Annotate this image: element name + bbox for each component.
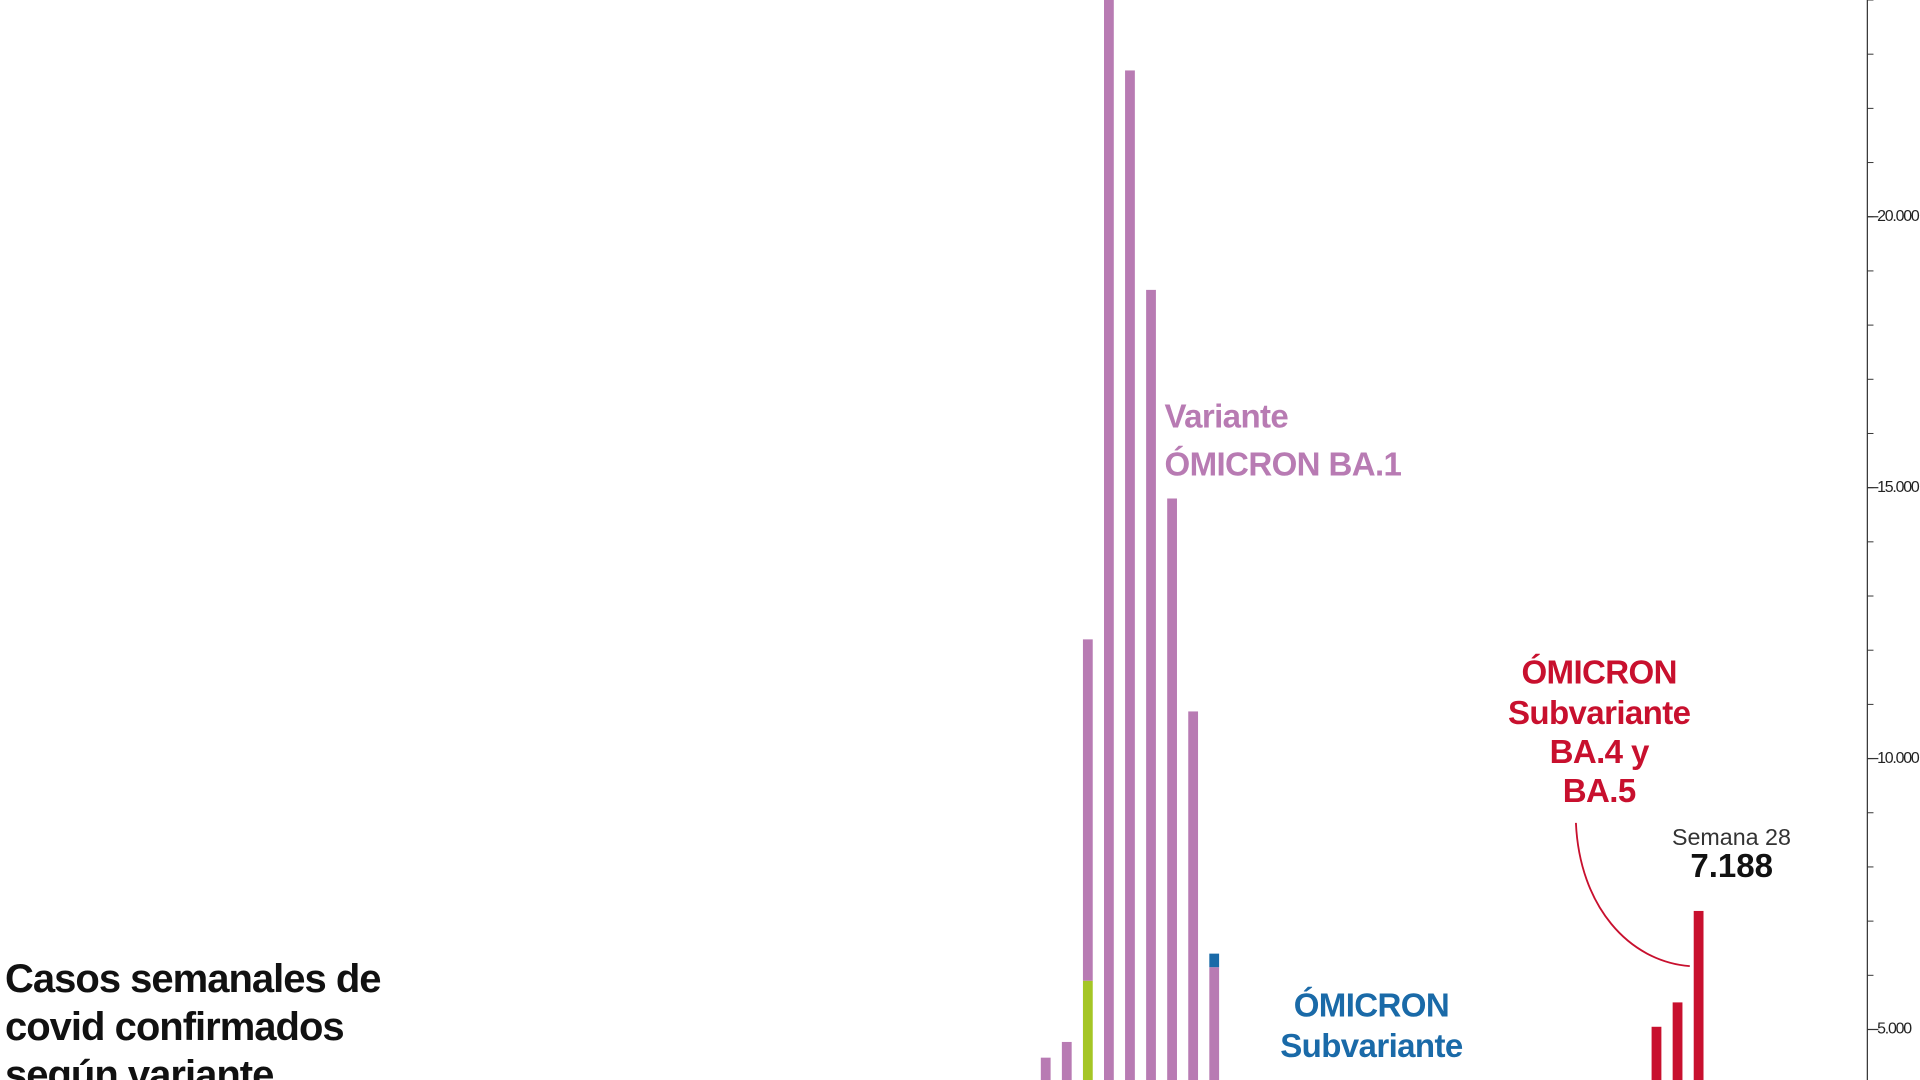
y-tick-label: 5.000 bbox=[1877, 1021, 1912, 1038]
bar-segment bbox=[1104, 0, 1114, 1080]
y-tick-label: 15.000 bbox=[1877, 479, 1920, 496]
bar-segment bbox=[1125, 70, 1135, 1080]
annotation: ÓMICRON bbox=[1521, 653, 1676, 691]
bar-segment bbox=[1167, 498, 1177, 1080]
annotation: Semana 28 bbox=[1672, 824, 1791, 850]
bar-segment bbox=[1061, 1041, 1072, 1080]
bar-segment bbox=[1082, 639, 1093, 981]
annotation: ÓMICRON bbox=[1294, 986, 1449, 1024]
annotation: BA.4 y bbox=[1550, 734, 1650, 771]
annotation: Subvariante bbox=[1508, 695, 1691, 732]
annotation: Variante bbox=[1164, 399, 1288, 436]
bar-segment bbox=[1082, 980, 1093, 1080]
value-label: 7.188 bbox=[1690, 848, 1773, 885]
chart-title: Casos semanales de covid confirmados seg… bbox=[5, 957, 382, 1080]
annotation: Subvariante bbox=[1280, 1028, 1463, 1065]
bar-segment bbox=[1040, 1057, 1051, 1080]
bar-segment bbox=[1209, 953, 1220, 968]
bar-segment bbox=[1146, 289, 1156, 1080]
y-tick-label: 20.000 bbox=[1877, 208, 1920, 225]
bar-segment bbox=[1209, 967, 1220, 1080]
bar-segment bbox=[1672, 1002, 1683, 1080]
connector bbox=[1575, 822, 1690, 968]
annotation: ÓMICRON BA.1 bbox=[1164, 445, 1401, 483]
y-tick-label: 10.000 bbox=[1877, 750, 1920, 767]
bar-segment bbox=[1693, 910, 1704, 1080]
annotation: BA.5 bbox=[1563, 773, 1636, 810]
bar-segment bbox=[1651, 1026, 1662, 1080]
bar-segment bbox=[1188, 711, 1199, 1080]
